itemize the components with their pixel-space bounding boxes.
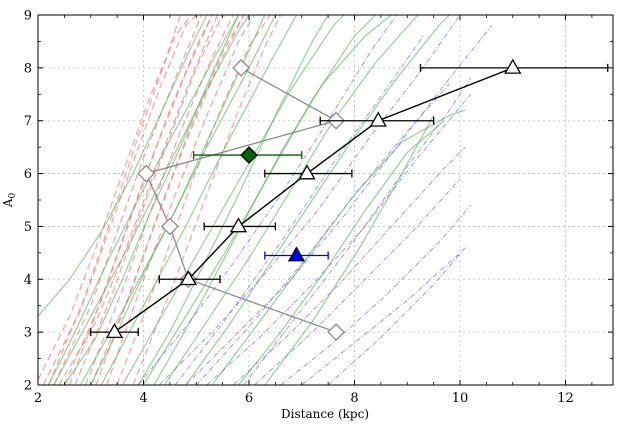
y-axis-title: A0 (1, 193, 18, 209)
axis-ticks: 2 4 6 8 10 12 2 3 4 5 6 7 8 9 (24, 9, 613, 406)
red-dashed-curve (74, 15, 224, 385)
green-solid-curve (137, 15, 329, 385)
blue-dashdot-curve (185, 25, 493, 385)
green-solid-curve (79, 15, 276, 385)
red-dashed-curve (58, 15, 218, 385)
black-triangle-marker (504, 58, 522, 74)
y-tick-label: 4 (24, 273, 32, 288)
green-solid-curve (38, 15, 208, 317)
green-solid-curve (53, 15, 250, 385)
green-solid-curve (63, 15, 240, 385)
x-tick-label: 4 (139, 391, 147, 406)
blue-dashdot-curve (195, 83, 450, 385)
red-dashed-curve (132, 15, 282, 385)
x-tick-label: 2 (34, 391, 42, 406)
red-dashed-curve (63, 15, 213, 385)
black-series-line (114, 67, 514, 333)
y-tick-label: 7 (24, 114, 32, 129)
green-solid-curve (100, 15, 298, 385)
gray-diamond-marker (327, 323, 345, 342)
y-tick-label: 2 (24, 379, 32, 394)
green-solid-curve (185, 15, 450, 385)
green-solid-curve (153, 15, 392, 385)
black-triangle-marker (369, 111, 387, 127)
blue-dashdot-curve (232, 146, 466, 385)
y-tick-label: 9 (24, 9, 32, 24)
x-axis-title: Distance (kpc) (281, 407, 369, 421)
red-dashed-curve (38, 15, 192, 380)
red-dashed-curve (106, 15, 255, 385)
x-tick-label: 12 (557, 391, 574, 406)
red-dashed-curve (48, 15, 181, 385)
blue-dashdot-curve (243, 78, 472, 385)
blue-dashdot-curve (301, 252, 461, 385)
gray-diamond-marker (232, 58, 251, 77)
blue-dashdot-curve (206, 93, 471, 385)
gray-diamond-marker (137, 164, 156, 183)
green-diamond-marker (240, 146, 258, 164)
green-solid-curve (238, 120, 445, 385)
x-tick-label: 6 (245, 391, 253, 406)
black-triangle-marker (298, 164, 316, 180)
y-tick-label: 6 (24, 167, 32, 182)
green-solid-curve (264, 115, 435, 385)
black-triangle-marker (105, 322, 124, 339)
blue-dashdot-curve (174, 35, 424, 385)
y-tick-label: 5 (24, 220, 32, 235)
black-triangle-marker (229, 217, 248, 233)
plot-background (38, 15, 613, 385)
x-tick-label: 10 (452, 391, 469, 406)
y-tick-label: 3 (24, 326, 32, 341)
y-tick-label: 8 (24, 61, 32, 76)
data-series (90, 58, 609, 342)
x-tick-label: 8 (350, 391, 358, 406)
blue-dashdot-curve (253, 178, 461, 385)
blue-dashdot-curve (327, 247, 466, 385)
red-dashed-curve (53, 15, 203, 385)
green-solid-curve (48, 15, 240, 385)
gray-series-line (145, 67, 338, 333)
gray-diamond-marker (160, 217, 179, 236)
green-solid-curve (164, 15, 419, 385)
red-dashed-curve (90, 15, 245, 385)
red-dashed-curve (42, 15, 197, 385)
blue-triangle-marker (287, 246, 306, 262)
black-triangle-marker (179, 270, 197, 286)
red-dashed-curve (69, 15, 213, 385)
